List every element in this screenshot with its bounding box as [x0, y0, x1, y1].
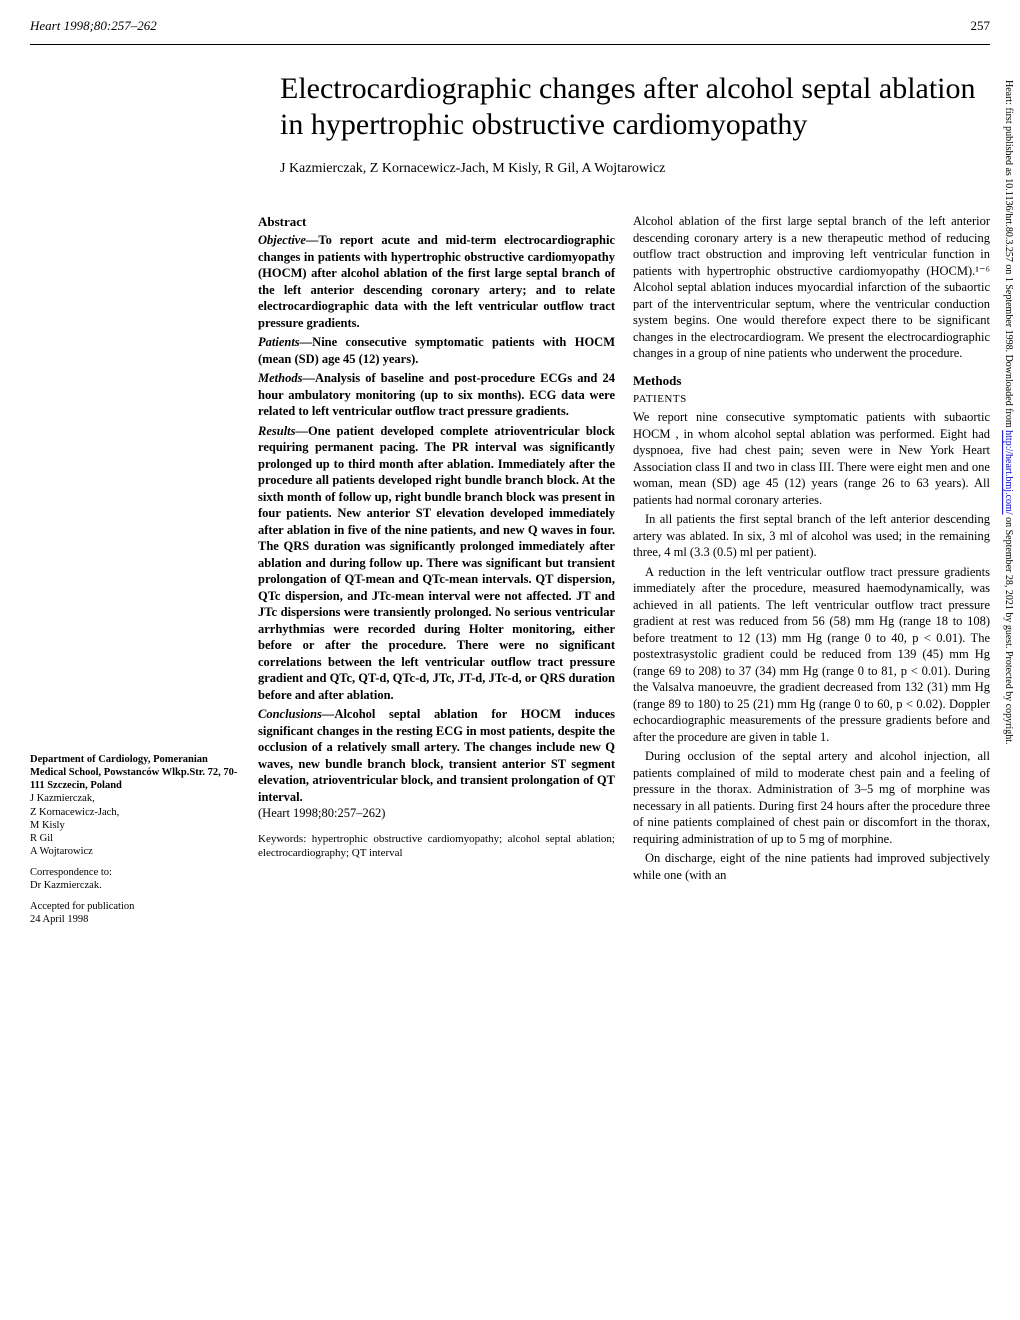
body-p5: On discharge, eight of the nine patients… [633, 850, 990, 883]
column-right: Alcohol ablation of the first large sept… [633, 213, 990, 935]
authors: J Kazmierczak, Z Kornacewicz-Jach, M Kis… [280, 161, 990, 177]
source-link[interactable]: http://heart.bmj.com/ [1003, 430, 1014, 514]
abstract-conclusions: Conclusions—Alcohol septal ablation for … [258, 706, 615, 822]
correspondence: Correspondence to: Dr Kazmierczak. [30, 866, 240, 892]
article-title: Electrocardiographic changes after alcoh… [280, 71, 990, 143]
abstract-patients: Patients—Nine consecutive symptomatic pa… [258, 334, 615, 367]
affiliation-sidebar: Department of Cardiology, Pomeranian Med… [30, 213, 240, 935]
keywords: Keywords: hypertrophic obstructive cardi… [258, 832, 615, 861]
body-p3: A reduction in the left ventricular outf… [633, 564, 990, 746]
body-p2: In all patients the first septal branch … [633, 511, 990, 561]
page-number: 257 [971, 18, 991, 34]
abstract-heading: Abstract [258, 213, 615, 230]
accepted-date: Accepted for publication 24 April 1998 [30, 900, 240, 926]
body-p1: We report nine consecutive symptomatic p… [633, 409, 990, 508]
vertical-copyright: Heart: first published as 10.1136/hrt.80… [996, 80, 1014, 1260]
affiliation-names: J Kazmierczak, Z Kornacewicz-Jach, M Kis… [30, 793, 119, 857]
column-left: Abstract Objective—To report acute and m… [258, 213, 615, 935]
journal-reference: Heart 1998;80:257–262 [30, 18, 157, 34]
header-rule [30, 44, 990, 45]
abstract-results: Results—One patient developed complete a… [258, 423, 615, 704]
intro-paragraph: Alcohol ablation of the first large sept… [633, 213, 990, 362]
affiliation-dept: Department of Cardiology, Pomeranian Med… [30, 754, 237, 791]
methods-heading: Methods [633, 372, 990, 389]
abstract-methods: Methods—Analysis of baseline and post-pr… [258, 370, 615, 420]
patients-subheading: PATIENTS [633, 392, 990, 407]
abstract-objective: Objective—To report acute and mid-term e… [258, 232, 615, 331]
body-p4: During occlusion of the septal artery an… [633, 748, 990, 847]
